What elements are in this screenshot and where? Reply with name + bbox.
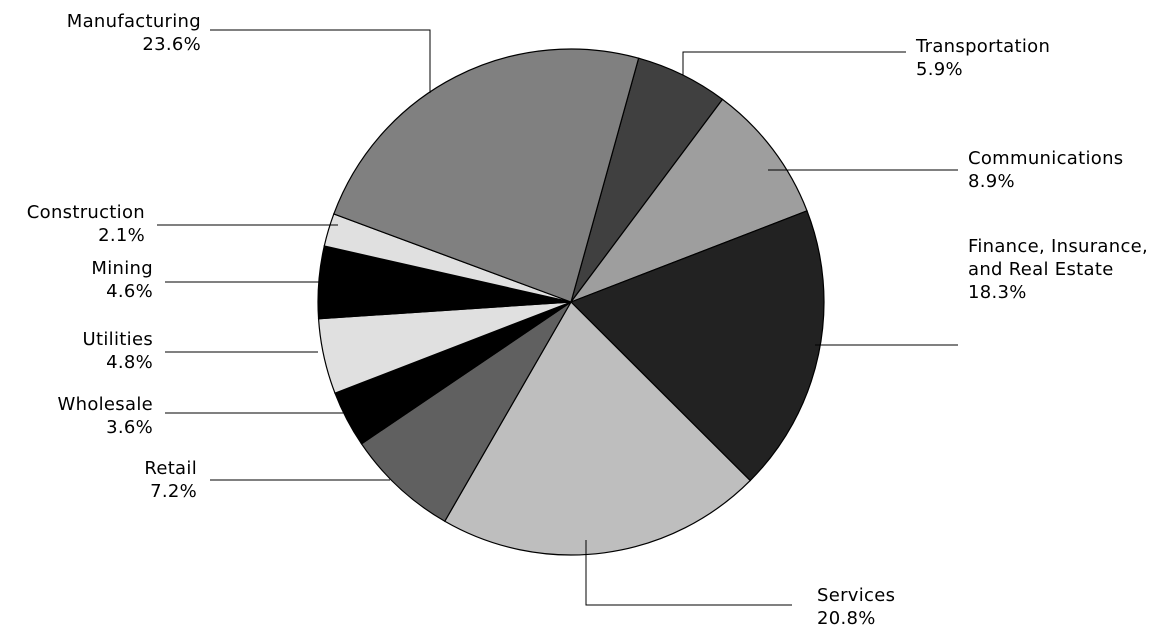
slice-value-construction: 2.1% <box>98 225 145 246</box>
slice-label-wholesale: Wholesale <box>58 394 153 415</box>
slice-value-utilities: 4.8% <box>106 352 153 373</box>
slice-label-transportation: Transportation <box>915 36 1050 57</box>
slice-label-communications: Communications <box>968 148 1123 169</box>
slice-label-construction: Construction <box>27 202 145 223</box>
pie-slice-services <box>443 301 752 556</box>
slice-value-transportation: 5.9% <box>916 59 963 80</box>
slice-value-wholesale: 3.6% <box>106 417 153 438</box>
pie-slice-retail <box>360 301 572 523</box>
slice-label-utilities: Utilities <box>83 329 153 350</box>
slice-label-retail: Retail <box>144 458 197 479</box>
slice-value-communications: 8.9% <box>968 171 1015 192</box>
slice-label-services: Services <box>817 585 895 606</box>
leader-line-manufacturing <box>210 29 431 93</box>
slice-value-mining: 4.6% <box>106 281 153 302</box>
pie-slices <box>317 48 825 556</box>
slice-value-finance-insurance-and-real-estate: 18.3% <box>968 282 1027 303</box>
slice-label-mining: Mining <box>91 258 153 279</box>
leader-line-services <box>585 540 792 606</box>
leader-line-transportation <box>682 51 906 75</box>
leader-lines <box>157 29 958 606</box>
pie-slice-finance-insurance-and-real-estate <box>569 210 825 482</box>
slice-label-finance-insurance-and-real-estate: Finance, Insurance, <box>968 236 1148 257</box>
pie-slice-communications <box>569 98 808 304</box>
pie-slice-manufacturing <box>333 48 640 303</box>
slice-label-manufacturing: Manufacturing <box>67 11 201 32</box>
slice-value-manufacturing: 23.6% <box>142 34 201 55</box>
slice-value-services: 20.8% <box>817 608 876 628</box>
slice-label-finance-insurance-and-real-estate: and Real Estate <box>968 259 1114 280</box>
slice-value-retail: 7.2% <box>150 481 197 502</box>
